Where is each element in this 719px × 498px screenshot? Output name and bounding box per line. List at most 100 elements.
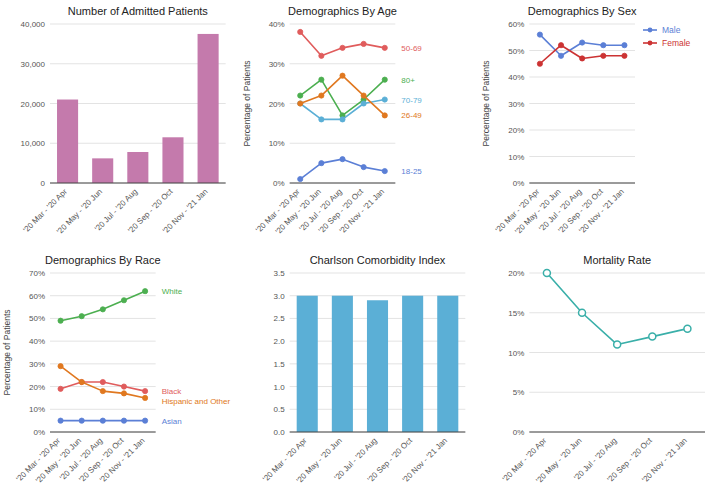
y-tick-label: 20% (508, 269, 524, 278)
x-tick-label: '20 Nov - '21 Jan (338, 187, 386, 235)
grid-line (529, 312, 705, 313)
y-tick-label: 20% (508, 126, 524, 135)
point (340, 117, 345, 122)
y-tick-label: 10% (508, 349, 524, 358)
point (100, 389, 105, 394)
point (580, 56, 585, 61)
plot-area (57, 34, 219, 183)
legend: MaleFemale (643, 25, 691, 48)
point (361, 101, 366, 106)
x-axis-line (50, 183, 226, 184)
grid-line (529, 273, 705, 274)
point (298, 93, 303, 98)
point (340, 45, 345, 50)
chart-title: Demographics By Age (288, 5, 397, 17)
grid-line (290, 273, 466, 274)
y-axis: 0%10%20%30%40%50%60% (508, 20, 635, 188)
point (579, 309, 586, 316)
chart-panel: Mortality Rate0%5%10%15%20%'20 Mar - '20… (501, 254, 705, 485)
grid-line (529, 392, 705, 393)
plot-area (297, 296, 459, 432)
point (361, 41, 366, 46)
y-tick-label: 0% (273, 179, 285, 188)
line (300, 76, 385, 116)
point (100, 418, 105, 423)
y-tick-label: 5% (513, 388, 525, 397)
bar (57, 100, 78, 183)
point (79, 314, 84, 319)
y-axis-label: Percentage of Patients (242, 60, 252, 146)
line (547, 273, 688, 345)
y-tick-label: 20% (269, 100, 285, 109)
point (298, 101, 303, 106)
point (382, 113, 387, 118)
y-tick-label: 2.0 (274, 337, 286, 346)
grid-line (50, 432, 156, 433)
point (319, 53, 324, 58)
x-axis-line (529, 183, 635, 184)
point (121, 391, 126, 396)
grid-line (50, 24, 226, 25)
point (361, 165, 366, 170)
x-tick-label: '20 Nov - '21 Jan (98, 436, 146, 484)
line (61, 366, 146, 398)
point (298, 176, 303, 181)
point (143, 389, 148, 394)
y-tick-label: 3.0 (274, 292, 286, 301)
point (58, 386, 63, 391)
x-tick-label: '20 Nov - '21 Jan (577, 187, 625, 235)
y-tick-label: 10% (29, 405, 45, 414)
series-labels: WhiteBlackHispanic and OtherAsian (162, 287, 231, 425)
grid-line (50, 183, 226, 184)
chart-title: Demographics By Sex (528, 5, 637, 17)
point (340, 73, 345, 78)
series-label: 26-49 (401, 111, 422, 120)
series-label: 50-69 (401, 44, 422, 53)
y-tick-label: 10% (508, 153, 524, 162)
grid-line (529, 352, 705, 353)
chart-panel: Demographics By Age Percentage of Patient… (242, 5, 423, 236)
point (79, 418, 84, 423)
chart-title: Charlson Comorbidity Index (310, 254, 446, 266)
y-axis: 010,00020,00030,00040,000 (21, 20, 226, 188)
y-tick-label: 30,000 (21, 60, 46, 69)
x-axis: '20 Mar - '20 Apr'20 May - '20 Jun'20 Ju… (494, 187, 626, 237)
y-tick-label: 30% (269, 60, 285, 69)
bar (402, 296, 423, 432)
point (684, 325, 691, 332)
grid-line (50, 295, 156, 296)
point (382, 45, 387, 50)
grid-line (529, 183, 635, 184)
y-tick-label: 40,000 (21, 20, 46, 29)
point (601, 43, 606, 48)
y-tick-label: 0% (33, 428, 45, 437)
point (319, 77, 324, 82)
y-tick-label: 1.5 (274, 360, 286, 369)
grid-line (290, 103, 396, 104)
y-axis-label: Percentage of Patients (2, 309, 12, 395)
y-tick-label: 10% (269, 139, 285, 148)
point (614, 341, 621, 348)
bar (127, 152, 148, 183)
y-tick-label: 60% (508, 20, 524, 29)
point (580, 40, 585, 45)
line (300, 80, 385, 116)
bar (198, 34, 219, 183)
x-axis-line (290, 432, 466, 433)
chart-panel: Number of Admitted Patients010,00020,000… (21, 5, 226, 236)
point (622, 53, 627, 58)
point (143, 289, 148, 294)
bar (367, 300, 388, 432)
y-tick-label: 40% (508, 73, 524, 82)
y-tick-label: 40% (269, 20, 285, 29)
chart-panel: Demographics By SexPercentage of Patient… (481, 5, 690, 236)
point (121, 298, 126, 303)
point (382, 97, 387, 102)
point (58, 418, 63, 423)
series-label: White (162, 287, 183, 296)
point (543, 270, 550, 277)
point (319, 117, 324, 122)
x-axis: '20 Mar - '20 Apr'20 May - '20 Jun'20 Ju… (21, 187, 209, 237)
point (121, 418, 126, 423)
point (79, 379, 84, 384)
